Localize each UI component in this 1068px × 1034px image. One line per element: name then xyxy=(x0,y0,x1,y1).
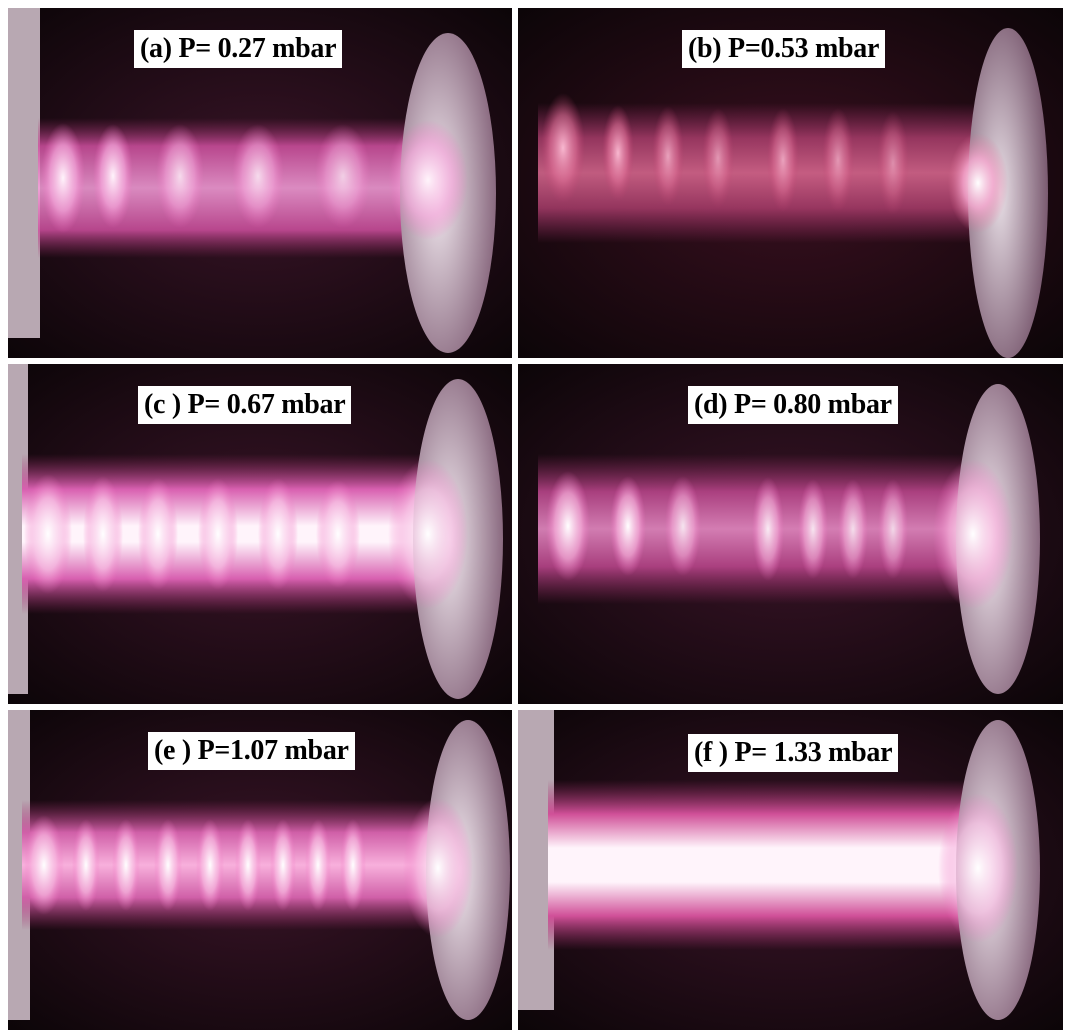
panel-e-label: (e ) P=1.07 mbar xyxy=(148,732,355,770)
panel-b: (b) P=0.53 mbar xyxy=(518,8,1063,358)
panel-e: (e ) P=1.07 mbar xyxy=(8,710,512,1030)
panel-b-label: (b) P=0.53 mbar xyxy=(682,30,886,68)
panel-f: (f ) P= 1.33 mbar xyxy=(518,710,1063,1030)
panel-d-label: (d) P= 0.80 mbar xyxy=(688,386,898,424)
panel-a: (a) P= 0.27 mbar xyxy=(8,8,512,358)
panel-f-label: (f ) P= 1.33 mbar xyxy=(688,734,899,772)
panel-c: (c ) P= 0.67 mbar xyxy=(8,364,512,704)
panel-a-label: (a) P= 0.27 mbar xyxy=(134,30,343,68)
panel-d: (d) P= 0.80 mbar xyxy=(518,364,1063,704)
panel-c-label: (c ) P= 0.67 mbar xyxy=(138,386,352,424)
